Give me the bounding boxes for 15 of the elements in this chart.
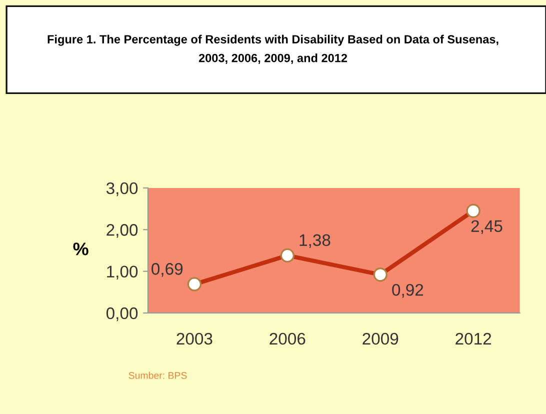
y-tick-label: 0,00	[106, 307, 138, 322]
y-tick-label: 2,00	[106, 224, 138, 238]
data-label: 0,92	[392, 284, 424, 298]
data-label: 0,69	[152, 263, 183, 277]
y-axis-title: %	[73, 242, 88, 256]
y-tick-label: 1,00	[107, 266, 138, 280]
data-label: 1,38	[300, 234, 330, 248]
x-tick-label: 2009	[362, 332, 398, 345]
x-tick-label: 2003	[176, 332, 212, 345]
text: Sumber: BPS	[128, 372, 187, 379]
data-label: 2,45	[471, 220, 502, 234]
x-tick-label: 2006	[270, 332, 306, 345]
y-tick-label: 3,00	[106, 182, 138, 196]
x-tick-label: 2012	[456, 332, 492, 345]
chart-title: Figure 1. The Percentage of Residents with Disability Based on Data of Susenas, 2003, 2006, 2009, and 2012	[48, 34, 498, 64]
